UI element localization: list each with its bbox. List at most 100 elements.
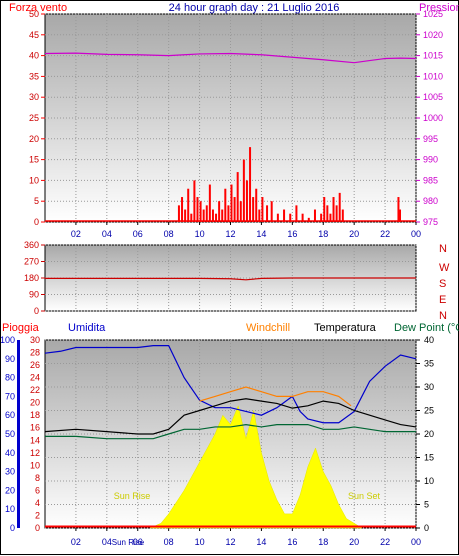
humidity-line: [44, 345, 417, 424]
wind-bar: [215, 213, 218, 222]
x-tick-label: 00: [411, 229, 421, 239]
humidity-axis-bar: [17, 340, 20, 528]
rain-tick-label: 6: [35, 485, 40, 495]
wind-bar: [266, 205, 269, 222]
rain-tick-label: 28: [30, 348, 40, 358]
x-tick-label: 12: [225, 537, 235, 547]
humidity-tick-label: 0: [10, 523, 15, 533]
rain-tick-label: 24: [30, 373, 40, 383]
wind-tick-label: 0: [34, 217, 39, 227]
solar-area: [150, 404, 363, 529]
wind-bar: [208, 184, 211, 222]
wind-bar: [295, 205, 298, 222]
wind-bar: [239, 201, 242, 222]
temperature-tick-label: 5: [424, 500, 429, 510]
humidity-tick-label: 60: [5, 410, 15, 420]
wind-bar: [202, 209, 205, 222]
direction-tick-label: 90: [29, 290, 39, 300]
x-tick-label: 22: [380, 229, 390, 239]
rain-tick-label: 2: [35, 510, 40, 520]
x-tick-label: 20: [349, 229, 359, 239]
x-tick-label: 16: [287, 537, 297, 547]
temperature-tick-label: 25: [424, 406, 434, 416]
wind-bar: [313, 209, 316, 222]
wind-bar: [236, 172, 239, 222]
wind-bar: [181, 197, 184, 222]
wind-direction-line: [45, 277, 416, 281]
wind-bar: [230, 184, 233, 222]
chart-title: 24 hour graph day : 21 Luglio 2016: [169, 2, 340, 14]
wind-bar: [242, 159, 245, 222]
wind-bar: [224, 188, 227, 222]
pressure-tick-label: 1020: [423, 30, 443, 40]
wind-bar: [190, 213, 193, 222]
wind-bar: [289, 213, 292, 222]
x-tick-label: 02: [71, 537, 81, 547]
temperature-legend: Temperatura: [314, 322, 377, 334]
temperature-tick-label: 30: [424, 382, 434, 392]
humidity-tick-label: 50: [5, 429, 15, 439]
wind-bar: [252, 197, 255, 222]
x-tick-label: 08: [164, 229, 174, 239]
x-tick-label: 18: [318, 229, 328, 239]
wind-tick-label: 45: [29, 30, 39, 40]
wind-bar: [255, 188, 258, 222]
wind-bar: [199, 201, 202, 222]
humidity-tick-label: 10: [5, 504, 15, 514]
rain-tick-label: 20: [30, 398, 40, 408]
wind-tick-label: 30: [29, 92, 39, 102]
rain-tick-label: 26: [30, 360, 40, 370]
temperature-tick-label: 0: [424, 523, 429, 533]
direction-tick-label: 360: [24, 240, 39, 250]
rain-tick-label: 18: [30, 410, 40, 420]
wind-bar: [398, 209, 401, 222]
wind-bar: [335, 205, 338, 222]
rain-tick-label: 10: [30, 460, 40, 470]
humidity-tick-label: 20: [5, 485, 15, 495]
wind-bar: [323, 197, 326, 222]
wind-bar: [397, 197, 400, 222]
humidity-tick-label: 40: [5, 448, 15, 458]
wind-bar: [211, 209, 214, 222]
direction-tick-label: 0: [34, 306, 39, 316]
x-tick-label: 16: [287, 229, 297, 239]
rain-tick-label: 30: [30, 335, 40, 345]
wind-bar: [270, 201, 273, 222]
windchill-line: [199, 386, 352, 407]
humidity-tick-label: 30: [5, 467, 15, 477]
wind-tick-label: 35: [29, 71, 39, 81]
wind-bar: [233, 197, 236, 222]
wind-bar: [338, 192, 341, 222]
wind-bar: [193, 180, 196, 222]
pressure-axis-title: Pressione: [419, 2, 459, 14]
wind-bar: [341, 209, 344, 222]
temperature-tick-label: 10: [424, 476, 434, 486]
direction-tick-label: 180: [24, 273, 39, 283]
wind-tick-label: 10: [29, 175, 39, 185]
temperature-line: [44, 398, 417, 435]
pressure-tick-label: 980: [423, 196, 438, 206]
pressure-line: [44, 52, 417, 64]
pressure-tick-label: 990: [423, 155, 438, 165]
humidity-tick-label: 90: [5, 354, 15, 364]
rain-axis-title: Pioggia: [2, 322, 40, 334]
temperature-tick-label: 40: [424, 335, 434, 345]
humidity-tick-label: 80: [5, 373, 15, 383]
wind-bar: [245, 180, 248, 222]
wind-tick-label: 15: [29, 155, 39, 165]
wind-bar: [177, 205, 180, 222]
pressure-tick-label: 1015: [423, 51, 443, 61]
sunrise-annotation: Sun Rise: [114, 491, 151, 501]
rain-tick-label: 0: [35, 523, 40, 533]
wind-bar: [196, 197, 199, 222]
pressure-tick-label: 1005: [423, 92, 443, 102]
x-tick-label: 04: [102, 537, 112, 547]
temperature-tick-label: 20: [424, 429, 434, 439]
wind-bar: [301, 213, 304, 222]
x-tick-label: 22: [380, 537, 390, 547]
compass-label: S: [439, 278, 446, 290]
dewpoint-line: [45, 423, 416, 440]
x-tick-label: 04: [102, 229, 112, 239]
